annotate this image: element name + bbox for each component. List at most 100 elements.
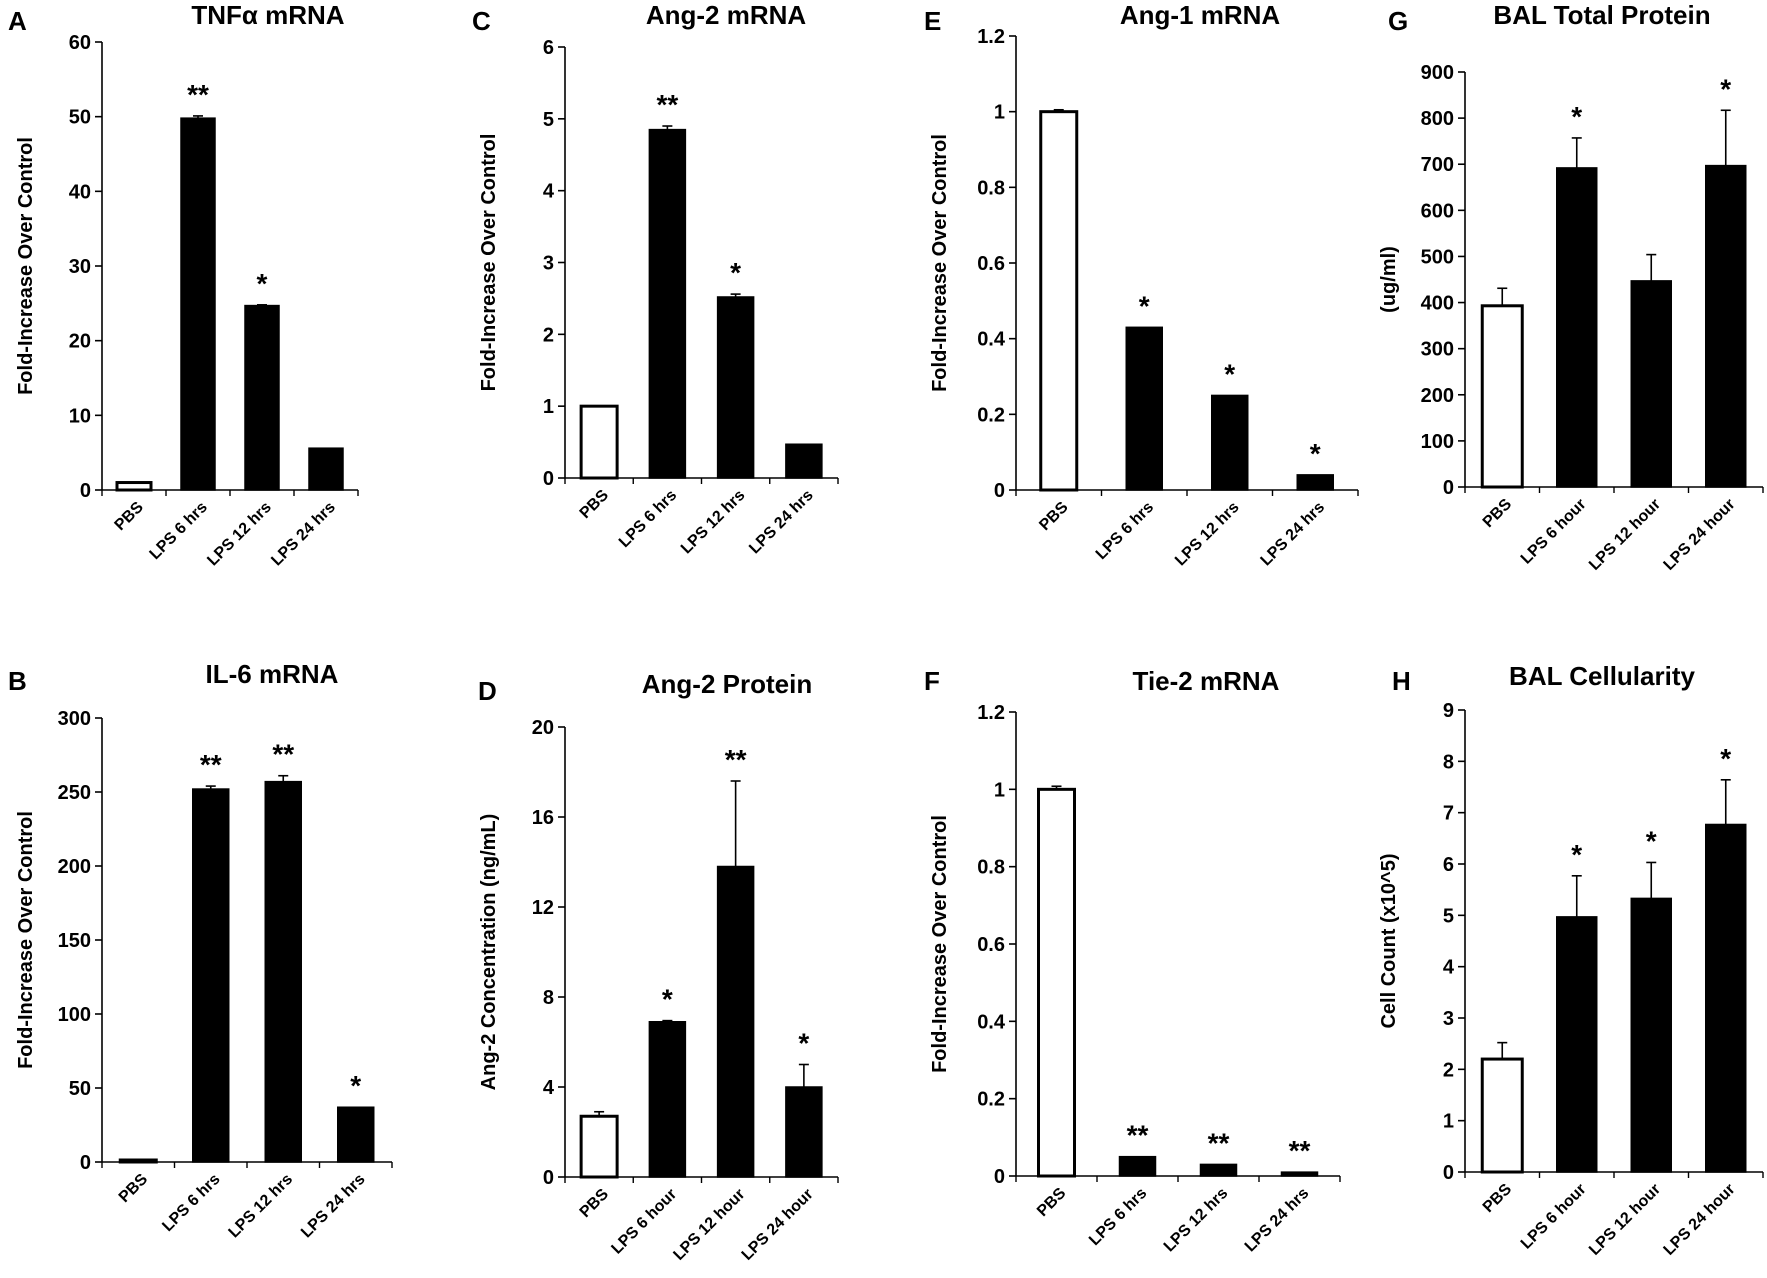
chart-panel-c: C Ang-2 mRNA 0 1 2 3 4 5 6 Fold-Increase Over Con… [472, 0, 839, 558]
y-tick-label: 0.8 [977, 857, 1005, 879]
y-tick-label: 8 [543, 987, 554, 1009]
panel-letter: G [1388, 6, 1408, 36]
chart-title: Ang-1 mRNA [1120, 0, 1281, 30]
significance-mark: * [730, 257, 741, 288]
panel-letter: B [8, 666, 27, 696]
chart-panel-d: D Ang-2 Protein 0 4 8 12 16 20 Ang-2 Concentrati… [478, 669, 839, 1264]
significance-mark: * [662, 984, 673, 1015]
y-tick-label: 0.2 [977, 404, 1005, 426]
category-label: PBS [116, 1171, 152, 1207]
panel-letter: D [478, 676, 497, 706]
bar [118, 1158, 158, 1164]
bar [579, 1114, 619, 1179]
category-label: LPS 12 hrs [204, 499, 275, 570]
y-tick-label: 5 [543, 109, 554, 131]
y-axis-title: Fold-Increase Over Control [15, 811, 37, 1069]
bar [1199, 1163, 1238, 1177]
y-tick-label: 500 [1421, 246, 1454, 268]
significance-mark: ** [1208, 1127, 1230, 1158]
y-tick-label: 900 [1421, 62, 1454, 84]
bar [1480, 304, 1524, 489]
bar [264, 780, 302, 1163]
y-tick-label: 60 [69, 32, 91, 54]
category-label: LPS 24 hour [1661, 1181, 1739, 1259]
bar [1039, 110, 1079, 492]
category-label: LPS 6 hour [608, 1186, 680, 1258]
y-tick-label: 0 [80, 1152, 91, 1174]
category-label: LPS 12 hour [1586, 1181, 1664, 1259]
y-tick-label: 100 [1421, 431, 1454, 453]
y-axis-title: Fold-Increase Over Control [478, 134, 500, 392]
chart-title: BAL Cellularity [1509, 661, 1695, 691]
category-label: LPS 12 hrs [678, 487, 749, 558]
chart-panel-g: G BAL Total Protein 0 100 200 300 400 500 600 700… [1378, 0, 1764, 574]
category-label: PBS [1480, 1181, 1516, 1217]
bar [1296, 474, 1334, 491]
significance-mark: ** [656, 89, 678, 120]
panel-letter: H [1392, 666, 1411, 696]
y-tick-label: 0 [994, 1166, 1005, 1188]
y-tick-label: 700 [1421, 154, 1454, 176]
y-tick-label: 7 [1443, 803, 1454, 825]
category-label: LPS 24 hour [739, 1186, 817, 1264]
panel-letter: F [924, 666, 940, 696]
y-tick-label: 20 [532, 717, 554, 739]
category-label: LPS 12 hrs [1161, 1185, 1232, 1256]
chart-title: Ang-2 Protein [642, 669, 812, 699]
significance-mark: ** [1289, 1135, 1311, 1166]
bar [1705, 164, 1747, 488]
bar [648, 128, 687, 479]
chart-title: BAL Total Protein [1493, 0, 1710, 30]
y-tick-label: 100 [58, 1004, 91, 1026]
y-tick-label: 250 [58, 782, 91, 804]
bar [115, 481, 153, 492]
chart-panel-h: H BAL Cellularity 0 1 2 3 4 5 6 7 8 9 Cell Count (x1… [1378, 661, 1764, 1259]
category-label: LPS 12 hour [1586, 496, 1664, 574]
category-label: LPS 6 hour [1518, 496, 1590, 568]
y-tick-label: 50 [69, 1078, 91, 1100]
category-label: PBS [1480, 496, 1516, 532]
significance-mark: * [798, 1028, 809, 1059]
category-label: LPS 24 hrs [268, 499, 339, 570]
significance-mark: * [1720, 73, 1731, 104]
category-label: LPS 6 hrs [159, 1171, 223, 1235]
category-label: LPS 6 hrs [1093, 499, 1157, 563]
significance-mark: ** [187, 79, 209, 110]
category-label: PBS [1036, 499, 1072, 535]
panel-letter: A [8, 6, 27, 36]
y-axis-title: Fold-Increase Over Control [929, 815, 951, 1073]
y-tick-label: 1 [994, 102, 1005, 124]
category-label: LPS 24 hour [1661, 496, 1739, 574]
y-tick-label: 30 [69, 256, 91, 278]
y-tick-label: 2 [543, 324, 554, 346]
category-label: LPS 24 hrs [746, 487, 817, 558]
bar [1630, 280, 1672, 488]
y-tick-label: 1.2 [977, 26, 1005, 48]
y-tick-label: 4 [543, 1077, 555, 1099]
chart-title: IL-6 mRNA [206, 659, 339, 689]
category-label: PBS [112, 499, 148, 535]
y-tick-label: 1 [994, 779, 1005, 801]
chart-title: TNFα mRNA [191, 0, 344, 30]
significance-mark: * [257, 268, 268, 299]
bar [1705, 823, 1747, 1173]
bar [1211, 394, 1249, 491]
category-label: LPS 6 hour [1518, 1181, 1590, 1253]
y-tick-label: 2 [1443, 1059, 1454, 1081]
y-tick-label: 150 [58, 930, 91, 952]
significance-mark: * [350, 1070, 361, 1101]
chart-panel-b: B IL-6 mRNA 0 50 100 150 200 250 300 Fold-Increas… [8, 659, 393, 1241]
bar [1125, 326, 1163, 491]
y-tick-label: 400 [1421, 293, 1454, 315]
panel-letter: E [924, 6, 941, 36]
bar [1480, 1057, 1524, 1174]
significance-mark: * [1646, 825, 1657, 856]
significance-mark: * [1139, 290, 1150, 321]
y-tick-label: 12 [532, 897, 554, 919]
y-tick-label: 0 [543, 1167, 554, 1189]
y-axis-title: (ug/ml) [1378, 246, 1400, 313]
y-tick-label: 4 [543, 181, 555, 203]
category-label: LPS 6 hrs [147, 499, 211, 563]
bar [1037, 787, 1076, 1178]
significance-mark: * [1571, 101, 1582, 132]
